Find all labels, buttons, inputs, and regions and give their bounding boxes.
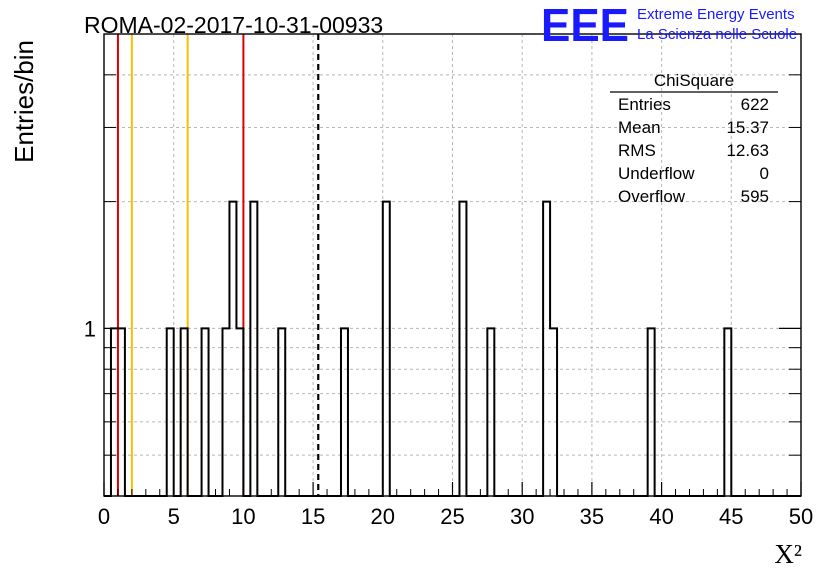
eee-logo: EEE Extreme Energy Events La Scienza nel… [541,0,797,51]
stats-value: 12.63 [726,141,769,160]
histogram-bin [222,328,229,496]
histogram-bin [487,328,494,496]
y-tick-labels: 1 [84,316,96,341]
x-tick-label: 20 [371,504,395,529]
x-tick-label: 50 [789,504,813,529]
stats-rows: Entries 622 Mean 15.37 RMS 12.63 Underflow 0 Ove… [618,95,769,206]
histogram-bin [383,202,390,496]
histogram-bin [341,328,348,496]
stats-value: 15.37 [726,118,769,137]
y-tick-label: 1 [84,316,96,341]
stats-label: Mean [618,118,661,137]
histogram-bin [111,328,118,496]
x-tick-label: 0 [98,504,110,529]
stats-value: 595 [741,187,769,206]
histogram-bin [229,202,236,496]
x-tick-labels: 0 5 10 15 20 25 30 35 40 45 50 [98,504,813,529]
histogram-bin [724,328,731,496]
chart-title: ROMA-02-2017-10-31-00933 [84,12,383,38]
x-tick-label: 25 [440,504,464,529]
histogram-bin [118,328,125,496]
histogram-bin [167,328,174,496]
histogram-bin [550,328,557,496]
x-tick-label: 15 [301,504,325,529]
axis-ticks [103,74,802,496]
reference-lines [116,34,320,496]
histogram-bin [250,202,257,496]
x-tick-label: 10 [231,504,255,529]
x-tick-label: 35 [580,504,604,529]
histogram-bin [278,328,285,496]
stats-label: Underflow [618,164,695,183]
stats-value: 0 [760,164,769,183]
x-tick-label: 40 [649,504,673,529]
x-tick-label: 5 [168,504,180,529]
histogram-bin [543,202,550,496]
stats-label: RMS [618,141,656,160]
x-tick-label: 45 [719,504,743,529]
stats-label: Overflow [618,187,686,206]
stats-box: ChiSquare Entries 622 Mean 15.37 RMS 12.63 Und… [610,71,778,206]
stats-value: 622 [741,95,769,114]
histogram-bin [236,328,243,496]
histogram-bin [459,202,466,496]
histogram-bin [648,328,655,496]
histogram-bin [202,328,209,496]
x-tick-label: 30 [510,504,534,529]
logo-letters: EEE [541,0,629,51]
stats-title: ChiSquare [654,71,734,90]
histogram-bin [181,328,188,496]
stats-label: Entries [618,95,671,114]
x-axis-label: X² [774,539,802,569]
logo-line-2: La Scienza nelle Scuole [637,26,797,43]
y-axis-label: Entries/bin [9,40,39,163]
logo-line-1: Extreme Energy Events [637,6,795,23]
